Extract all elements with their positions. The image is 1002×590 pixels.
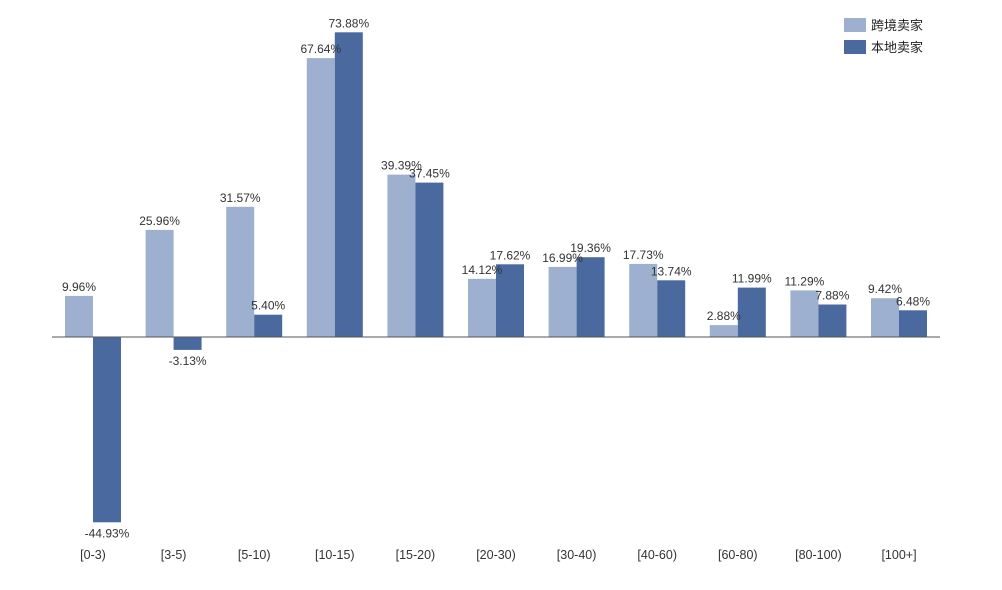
bar-local-9 [818,304,847,337]
legend: 跨境卖家 本地卖家 [844,18,923,56]
legend-swatch-cross-border [844,18,866,32]
legend-swatch-local [844,40,866,54]
bar-cross-border-7 [629,263,658,337]
value-label-cross-border-10: 9.42% [868,282,902,296]
value-label-cross-border-6: 16.99% [542,251,583,265]
x-tick-label-6: [30-40) [557,548,597,562]
value-label-local-8: 11.99% [732,272,772,286]
bar-cross-border-4 [387,174,416,337]
value-label-local-3: 73.88% [328,16,369,30]
x-tick-labels: [0-3) [3-5) [5-10) [10-15) [15-20) [20-30) [30… [80,548,916,562]
value-label-local-2: 5.40% [251,299,285,313]
bars-layer [65,32,927,523]
x-tick-label-0: [0-3) [80,548,106,562]
value-labels-layer: 9.96% -44.93% 25.96% -3.13% 31.57% 5.40% 67.64… [62,16,930,540]
legend-label-cross-border: 跨境卖家 [871,18,923,34]
bar-local-1 [173,337,202,350]
value-label-local-5: 17.62% [490,248,531,262]
bar-cross-border-9 [790,290,819,337]
value-label-cross-border-1: 25.96% [139,214,180,228]
value-label-local-0: -44.93% [85,526,130,540]
bar-local-6 [576,257,605,337]
value-label-local-4: 37.45% [409,167,450,181]
x-tick-label-1: [3-5) [161,548,187,562]
bar-local-7 [657,280,686,337]
value-label-cross-border-3: 67.64% [300,42,341,56]
value-label-cross-border-7: 17.73% [623,248,664,262]
bar-cross-border-5 [468,278,496,337]
value-label-local-10: 6.48% [896,294,930,308]
x-tick-label-10: [100+] [881,548,916,562]
bar-cross-border-3 [306,58,335,337]
bar-local-5 [496,264,524,337]
x-tick-label-8: [60-80) [718,548,758,562]
bar-cross-border-8 [709,325,738,337]
bar-local-2 [254,314,283,337]
x-tick-label-7: [40-60) [637,548,677,562]
bar-cross-border-10 [871,298,899,337]
value-label-cross-border-8: 2.88% [707,309,741,323]
value-label-local-9: 7.88% [815,289,849,303]
bar-cross-border-6 [548,266,577,337]
value-label-cross-border-2: 31.57% [220,191,261,205]
value-label-cross-border-4: 39.39% [381,159,422,173]
legend-label-local: 本地卖家 [871,40,923,56]
bar-local-10 [899,310,927,337]
x-tick-label-4: [15-20) [396,548,436,562]
bar-local-4 [415,182,444,337]
value-label-local-1: -3.13% [169,354,207,368]
value-label-cross-border-0: 9.96% [62,280,96,294]
bar-cross-border-0 [65,295,93,337]
x-tick-label-5: [20-30) [476,548,516,562]
value-label-cross-border-5: 14.12% [462,263,503,277]
bar-local-0 [93,337,121,523]
value-label-local-7: 13.74% [651,264,692,278]
value-label-cross-border-9: 11.29% [784,274,824,288]
x-tick-label-2: [5-10) [238,548,271,562]
bar-cross-border-1 [145,229,174,337]
bar-local-8 [737,287,766,337]
bar-local-3 [334,32,363,338]
bar-cross-border-2 [226,206,255,337]
x-tick-label-9: [80-100) [795,548,842,562]
value-label-local-6: 19.36% [570,241,611,255]
x-tick-label-3: [10-15) [315,548,355,562]
